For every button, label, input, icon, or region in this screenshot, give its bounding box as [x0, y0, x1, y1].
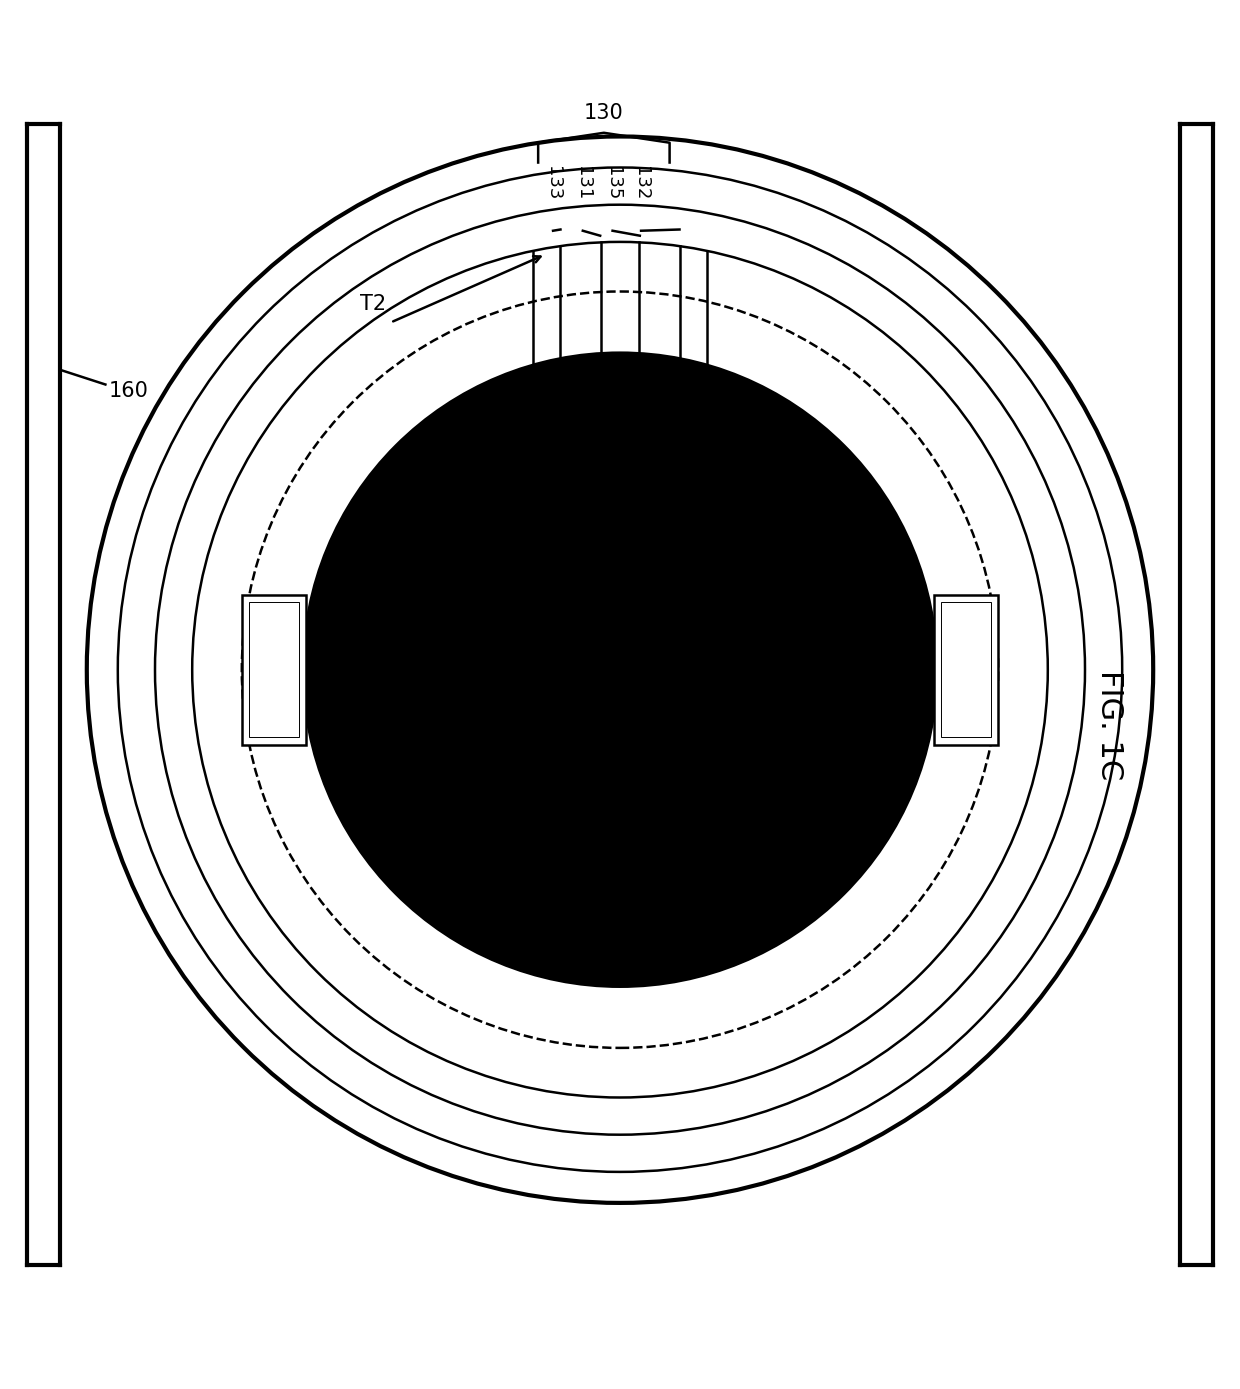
Circle shape: [556, 606, 684, 735]
Bar: [242, 594, 306, 745]
Circle shape: [474, 524, 766, 815]
Text: 160: 160: [109, 381, 149, 400]
Text: T2: T2: [360, 294, 386, 314]
Bar: [934, 594, 998, 745]
Bar: [941, 601, 991, 738]
Text: 132: 132: [632, 167, 650, 200]
Bar: [249, 601, 299, 738]
Circle shape: [304, 353, 936, 986]
Circle shape: [428, 478, 812, 863]
Text: 131: 131: [574, 167, 591, 200]
Text: 130: 130: [584, 103, 624, 122]
Text: 135: 135: [604, 167, 621, 200]
Text: FIG. 1C: FIG. 1C: [1095, 671, 1125, 781]
Text: 133: 133: [544, 167, 562, 200]
Circle shape: [580, 631, 660, 710]
